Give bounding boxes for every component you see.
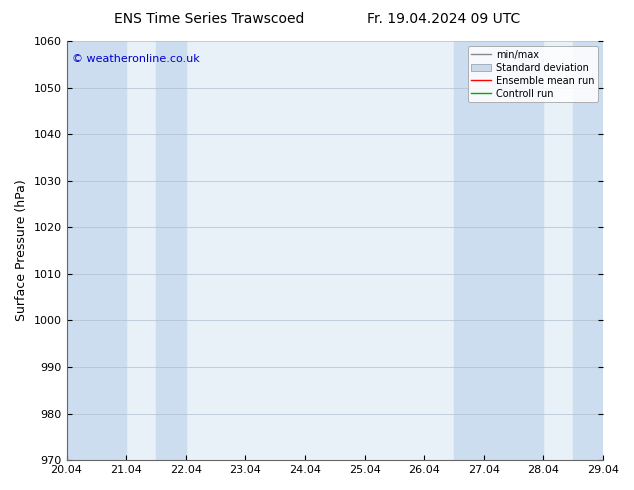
Bar bbox=[454, 41, 543, 460]
Y-axis label: Surface Pressure (hPa): Surface Pressure (hPa) bbox=[15, 180, 28, 321]
Text: Fr. 19.04.2024 09 UTC: Fr. 19.04.2024 09 UTC bbox=[367, 12, 521, 26]
Text: © weatheronline.co.uk: © weatheronline.co.uk bbox=[72, 53, 200, 64]
Legend: min/max, Standard deviation, Ensemble mean run, Controll run: min/max, Standard deviation, Ensemble me… bbox=[467, 46, 598, 102]
Bar bbox=[156, 41, 186, 460]
Bar bbox=[67, 41, 126, 460]
Bar bbox=[573, 41, 603, 460]
Text: ENS Time Series Trawscoed: ENS Time Series Trawscoed bbox=[114, 12, 304, 26]
